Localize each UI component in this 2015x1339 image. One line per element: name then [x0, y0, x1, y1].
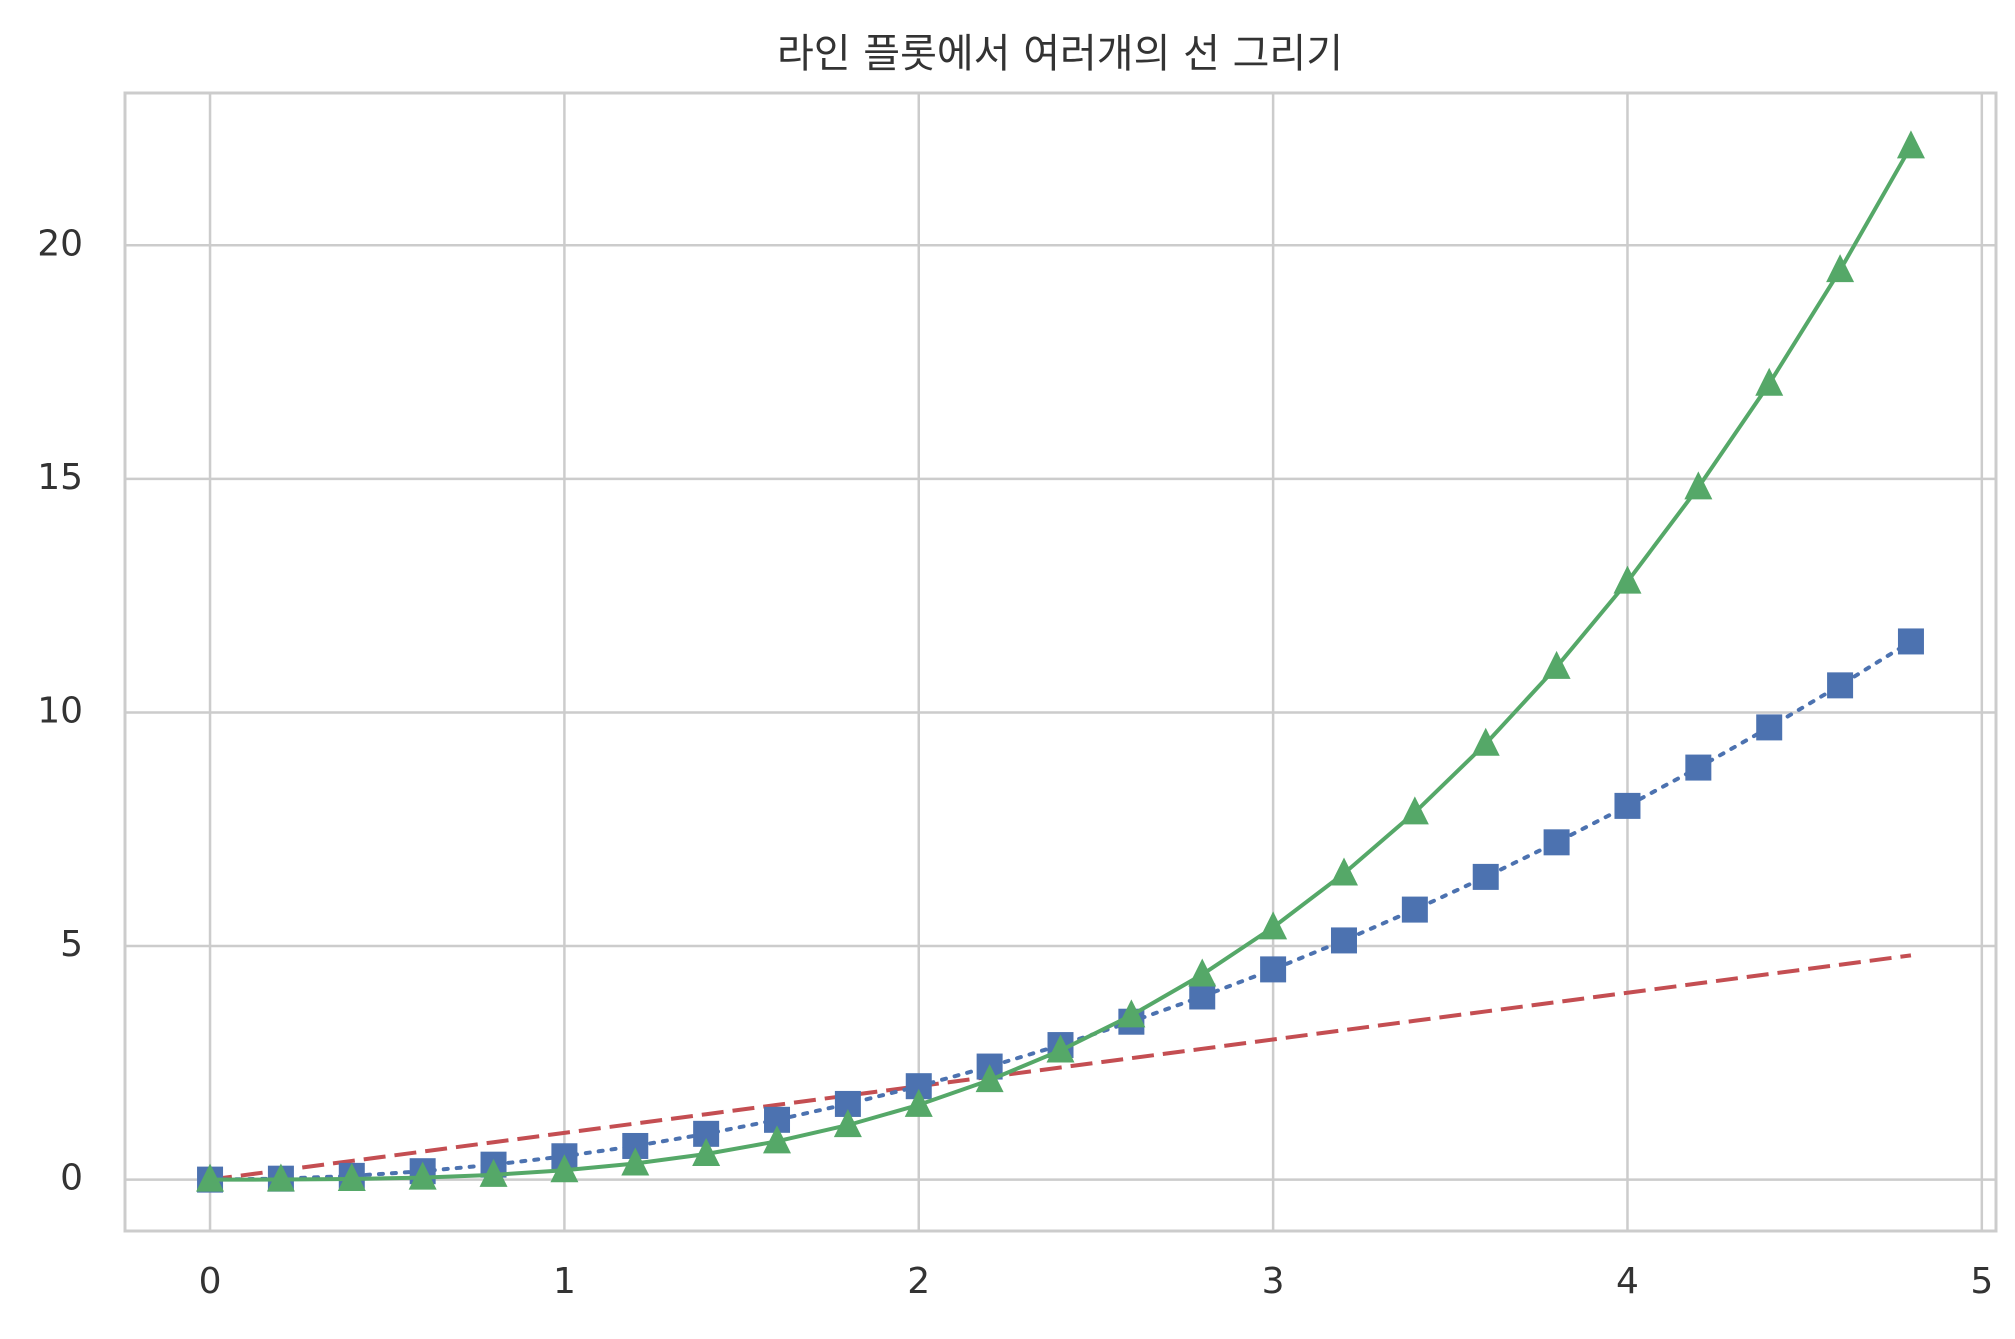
marker [1755, 367, 1784, 396]
marker [1685, 754, 1712, 781]
marker [196, 1163, 225, 1192]
marker [266, 1163, 295, 1192]
grid [125, 93, 1996, 1231]
marker [1756, 714, 1783, 741]
y-tick-label: 0 [60, 1158, 83, 1199]
marker [621, 1147, 650, 1176]
marker [1827, 672, 1854, 699]
marker [1329, 857, 1358, 886]
x-tick-label: 0 [199, 1261, 222, 1302]
marker [975, 1064, 1004, 1093]
marker [479, 1158, 508, 1187]
marker [904, 1088, 933, 1117]
marker [337, 1163, 366, 1192]
marker [1400, 796, 1429, 825]
marker [1896, 130, 1925, 159]
plot-area [196, 130, 1925, 1193]
axes-frame [123, 91, 1998, 1233]
marker [1472, 863, 1499, 890]
marker [1897, 628, 1924, 655]
marker [1471, 727, 1500, 756]
marker [1613, 565, 1642, 594]
marker [1330, 927, 1357, 954]
marker [1046, 1034, 1075, 1063]
x-tick-label: 2 [907, 1261, 930, 1302]
x-tick-label: 4 [1616, 1261, 1639, 1302]
marker [1401, 896, 1428, 923]
marker [1189, 983, 1216, 1010]
marker [692, 1137, 721, 1166]
marker [1684, 471, 1713, 500]
chart-title: 라인 플롯에서 여러개의 선 그리기 [777, 31, 1343, 77]
marker [1259, 911, 1288, 940]
marker [1543, 829, 1570, 856]
y-tick-label: 15 [37, 457, 83, 498]
marker [1260, 956, 1287, 983]
marker [763, 1125, 792, 1154]
marker [1542, 650, 1571, 679]
y-tick-label: 20 [37, 223, 83, 264]
marker [833, 1109, 862, 1138]
marker [1826, 254, 1855, 283]
marker [1614, 792, 1641, 819]
x-tick-label: 1 [553, 1261, 576, 1302]
x-tick-label: 5 [1970, 1261, 1993, 1302]
marker [550, 1154, 579, 1183]
series-line [209, 953, 1912, 1182]
x-tick-label: 3 [1262, 1261, 1285, 1302]
y-tick-label: 10 [37, 690, 83, 731]
y-tick-label: 5 [60, 924, 83, 965]
marker [1188, 958, 1217, 987]
marker [408, 1161, 437, 1190]
marker [1117, 999, 1146, 1028]
